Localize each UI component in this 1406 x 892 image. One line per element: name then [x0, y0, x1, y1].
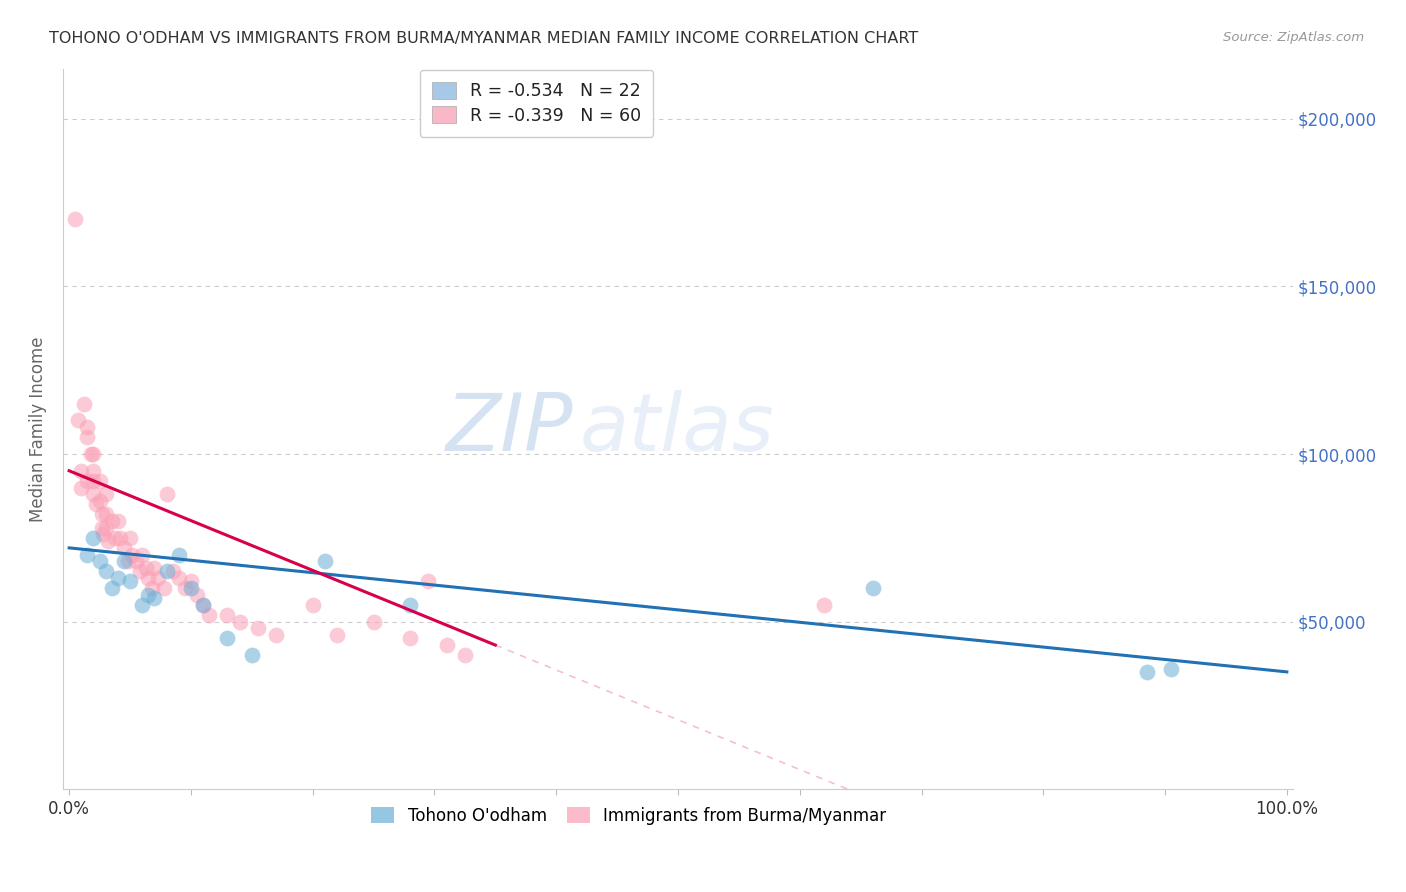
Point — [136, 571, 159, 585]
Text: Source: ZipAtlas.com: Source: ZipAtlas.com — [1223, 31, 1364, 45]
Point — [76, 430, 98, 444]
Point — [418, 574, 440, 589]
Point — [153, 581, 176, 595]
Point — [217, 632, 239, 646]
Point — [70, 481, 93, 495]
Point — [76, 474, 98, 488]
Point — [264, 628, 287, 642]
Point — [301, 598, 323, 612]
Point — [813, 598, 835, 612]
Point — [94, 521, 117, 535]
Point — [63, 212, 86, 227]
Point — [131, 598, 153, 612]
Point — [436, 638, 458, 652]
Point — [135, 561, 157, 575]
Point — [118, 574, 141, 589]
Point — [186, 588, 208, 602]
Point — [76, 420, 98, 434]
Point — [167, 548, 190, 562]
Point — [104, 531, 127, 545]
Point — [1136, 665, 1159, 679]
Point — [314, 554, 336, 568]
Point — [89, 474, 111, 488]
Point — [84, 497, 107, 511]
Point — [73, 397, 96, 411]
Point — [143, 591, 166, 606]
Point — [76, 548, 98, 562]
Point — [82, 447, 104, 461]
Point — [191, 598, 214, 612]
Point — [91, 508, 114, 522]
Point — [146, 571, 169, 585]
Point — [80, 447, 103, 461]
Point — [363, 615, 385, 629]
Point — [125, 554, 148, 568]
Point — [89, 554, 111, 568]
Point — [399, 632, 422, 646]
Text: ZIP: ZIP — [446, 390, 574, 468]
Point — [454, 648, 477, 662]
Text: TOHONO O'ODHAM VS IMMIGRANTS FROM BURMA/MYANMAR MEDIAN FAMILY INCOME CORRELATION: TOHONO O'ODHAM VS IMMIGRANTS FROM BURMA/… — [49, 31, 918, 46]
Point — [155, 487, 177, 501]
Point — [91, 521, 114, 535]
Point — [326, 628, 349, 642]
Point — [173, 581, 195, 595]
Point — [117, 554, 139, 568]
Point — [112, 541, 135, 555]
Point — [141, 581, 163, 595]
Point — [91, 527, 114, 541]
Point — [66, 413, 89, 427]
Point — [89, 494, 111, 508]
Y-axis label: Median Family Income: Median Family Income — [30, 336, 46, 522]
Point — [118, 531, 141, 545]
Point — [82, 487, 104, 501]
Point — [107, 514, 129, 528]
Point — [228, 615, 250, 629]
Point — [128, 565, 150, 579]
Point — [94, 487, 117, 501]
Point — [82, 531, 104, 545]
Point — [198, 607, 221, 622]
Point — [240, 648, 263, 662]
Point — [82, 464, 104, 478]
Point — [155, 565, 177, 579]
Legend: Tohono O'odham, Immigrants from Burma/Myanmar: Tohono O'odham, Immigrants from Burma/My… — [361, 797, 897, 835]
Point — [180, 581, 202, 595]
Point — [162, 565, 184, 579]
Point — [862, 581, 884, 595]
Point — [1160, 661, 1182, 675]
Point — [82, 474, 104, 488]
Point — [70, 464, 93, 478]
Point — [217, 607, 239, 622]
Text: atlas: atlas — [579, 390, 775, 468]
Point — [94, 508, 117, 522]
Point — [131, 548, 153, 562]
Point — [143, 561, 166, 575]
Point — [180, 574, 202, 589]
Point — [94, 565, 117, 579]
Point — [246, 621, 269, 635]
Point — [110, 531, 132, 545]
Point — [107, 571, 129, 585]
Point — [167, 571, 190, 585]
Point — [112, 554, 135, 568]
Point — [100, 581, 122, 595]
Point — [191, 598, 214, 612]
Point — [100, 514, 122, 528]
Point — [136, 588, 159, 602]
Point — [97, 534, 120, 549]
Point — [399, 598, 422, 612]
Point — [121, 548, 143, 562]
